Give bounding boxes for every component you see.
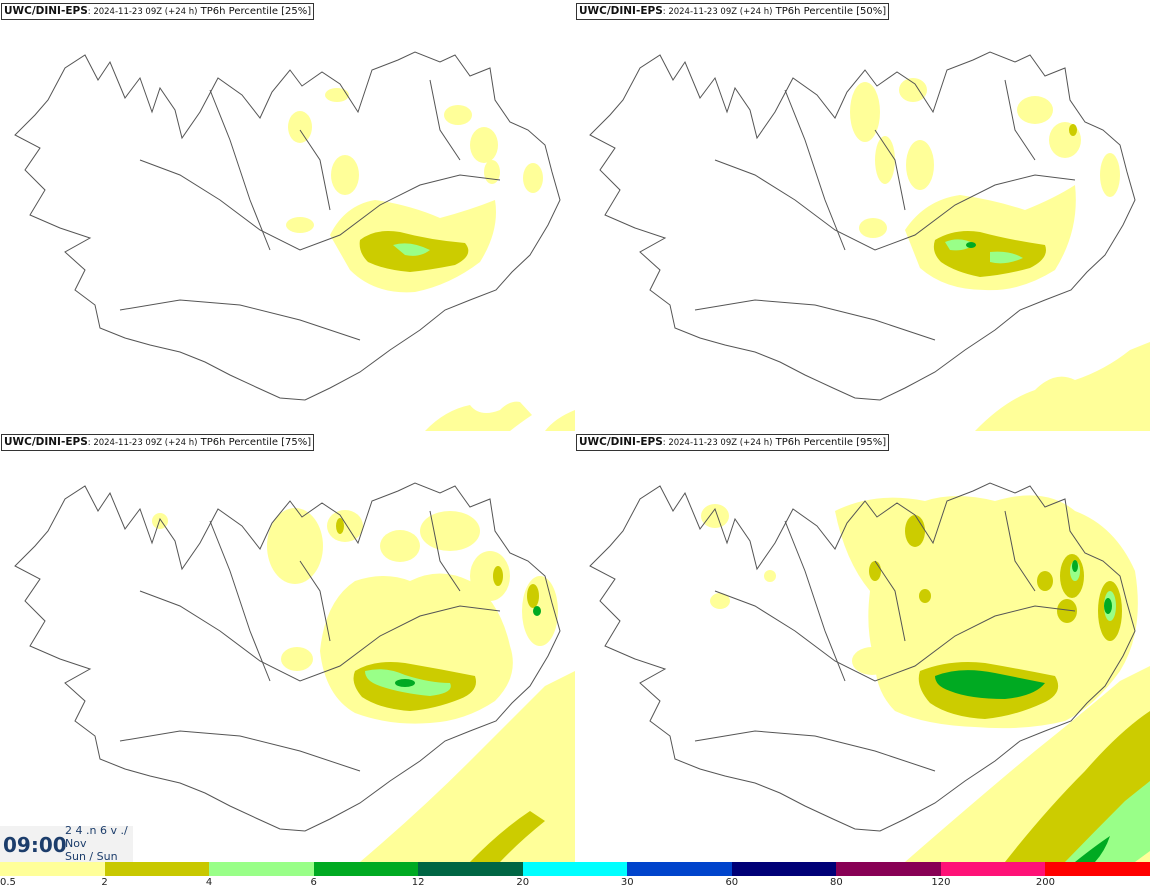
panel-title: UWC/DINI-EPS: 2024-11-23 09Z (+24 h) TP6… (576, 434, 890, 451)
legend-swatch (104, 862, 210, 876)
legend-tick-label: 120 (931, 877, 951, 888)
legend-swatch (836, 862, 941, 876)
map-canvas (14, 51, 575, 431)
panel-title: UWC/DINI-EPS: 2024-11-23 09Z (+24 h) TP6… (1, 434, 315, 451)
coastline (14, 482, 561, 832)
legend-swatch (627, 862, 732, 876)
field-name: TP6h Percentile [75%] (200, 437, 312, 448)
map-canvas (589, 482, 1150, 862)
model-name: UWC/DINI-EPS (4, 5, 88, 17)
valid-date: 2 4 .n 6 v ./ Nov Sun / Sun (65, 826, 128, 862)
legend-swatch (522, 862, 628, 876)
date-line-3: Sun / Sun (65, 850, 118, 862)
legend-swatch (1045, 862, 1150, 876)
legend-tick-label: 0.5 (0, 877, 16, 888)
map-panel-p50: UWC/DINI-EPS: 2024-11-23 09Z (+24 h) TP6… (575, 0, 1150, 431)
legend-tick-label: 200 (1035, 877, 1055, 888)
legend-tick-label: 80 (829, 877, 843, 888)
coastline (14, 51, 561, 401)
model-name: UWC/DINI-EPS (579, 5, 663, 17)
model-name: UWC/DINI-EPS (4, 436, 88, 448)
panel-title: UWC/DINI-EPS: 2024-11-23 09Z (+24 h) TP6… (576, 3, 890, 20)
valid-time-box: 09:00 2 4 .n 6 v ./ Nov Sun / Sun (0, 826, 133, 862)
forecast-time: : 2024-11-23 09Z (+24 h) (662, 7, 773, 17)
legend-tick-label: 6 (310, 877, 317, 888)
legend-labels: 0.5 2 4 6 12 20 30 60 80 120 200 (0, 876, 1150, 891)
legend-swatch (940, 862, 1046, 876)
field-name: TP6h Percentile [50%] (775, 6, 887, 17)
field-name: TP6h Percentile [95%] (775, 437, 887, 448)
legend-swatch (313, 862, 419, 876)
legend-swatch (731, 862, 837, 876)
precip-6-12 (395, 606, 541, 687)
coastline (589, 51, 1136, 401)
model-name: UWC/DINI-EPS (579, 436, 663, 448)
forecast-time: : 2024-11-23 09Z (+24 h) (662, 438, 773, 448)
precip-4-6 (393, 243, 430, 256)
forecast-time: : 2024-11-23 09Z (+24 h) (87, 438, 198, 448)
map-panel-p75: UWC/DINI-EPS: 2024-11-23 09Z (+24 h) TP6… (0, 431, 575, 862)
legend-tick-label: 30 (620, 877, 634, 888)
precip-6-12 (966, 242, 976, 248)
legend-tick-label: 20 (516, 877, 530, 888)
valid-time: 09:00 (3, 833, 67, 857)
precip-4-6 (945, 239, 1023, 264)
panel-title: UWC/DINI-EPS: 2024-11-23 09Z (+24 h) TP6… (1, 3, 315, 20)
legend-swatch (0, 862, 105, 876)
legend-tick-label: 12 (411, 877, 425, 888)
legend-swatch (209, 862, 314, 876)
legend-tick-label: 4 (205, 877, 213, 888)
coastline (589, 482, 1136, 832)
precip-6-12 (935, 560, 1112, 862)
map-panel-p25: UWC/DINI-EPS: 2024-11-23 09Z (+24 h) TP6… (0, 0, 575, 431)
legend-tick-label: 60 (725, 877, 739, 888)
date-line-1: 2 4 .n 6 v ./ (65, 826, 128, 837)
map-canvas (589, 51, 1150, 431)
field-name: TP6h Percentile [25%] (200, 6, 312, 17)
map-canvas (14, 482, 575, 862)
legend-swatch (418, 862, 523, 876)
color-legend (0, 862, 1150, 876)
forecast-time: : 2024-11-23 09Z (+24 h) (87, 7, 198, 17)
date-line-2: Nov (65, 837, 87, 850)
map-panel-p95: UWC/DINI-EPS: 2024-11-23 09Z (+24 h) TP6… (575, 431, 1150, 862)
legend-tick-label: 2 (101, 877, 108, 888)
